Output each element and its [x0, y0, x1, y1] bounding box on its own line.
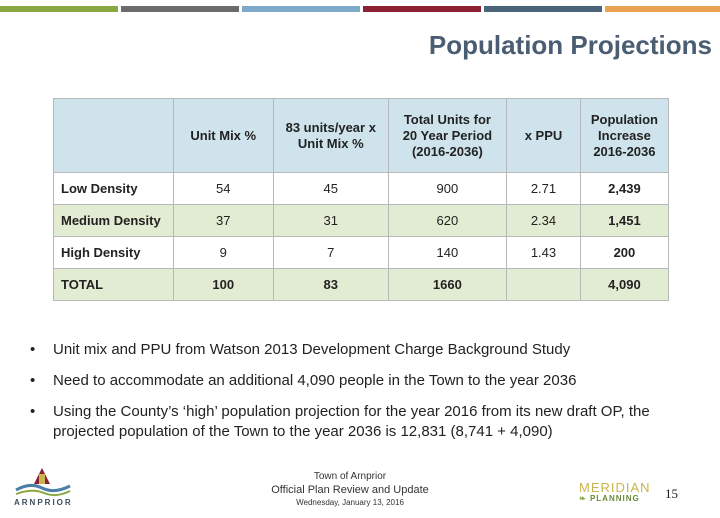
table-row: Medium Density 37 31 620 2.34 1,451 — [53, 204, 670, 237]
header-cell: Unit Mix % — [172, 98, 274, 173]
table-row: Low Density 54 45 900 2.71 2,439 — [53, 172, 670, 205]
footer-date: Wednesday, January 13, 2016 — [296, 498, 404, 507]
cell-unit-mix: 100 — [172, 268, 274, 301]
cell-units-year: 31 — [272, 204, 389, 237]
page-number: 15 — [665, 486, 678, 501]
meridian-logo-text: MERIDIAN — [579, 480, 651, 495]
top-bar-segment — [242, 6, 360, 12]
bullet-list: • Unit mix and PPU from Watson 2013 Deve… — [30, 340, 690, 453]
arnprior-logo: ARNPRIOR — [12, 462, 74, 510]
cell-total-units: 620 — [387, 204, 508, 237]
cell-increase: 200 — [579, 236, 670, 269]
header-cell: Total Units for 20 Year Period (2016-203… — [387, 98, 508, 173]
footer-info: Town of Arnprior Official Plan Review an… — [200, 471, 500, 507]
bullet-glyph: • — [30, 372, 36, 389]
header-cell: x PPU — [506, 98, 581, 173]
cell-unit-mix: 54 — [172, 172, 274, 205]
bullet-text: Need to accommodate an additional 4,090 … — [53, 372, 577, 389]
top-bar-segment — [0, 6, 118, 12]
cell-units-year: 83 — [272, 268, 389, 301]
cell-ppu: 1.43 — [506, 236, 581, 269]
top-bar-segment — [121, 6, 239, 12]
row-label: Low Density — [53, 172, 174, 205]
cell-units-year: 7 — [272, 236, 389, 269]
top-bar-segment — [484, 6, 602, 12]
cell-increase: 1,451 — [579, 204, 670, 237]
list-item: • Need to accommodate an additional 4,09… — [30, 371, 690, 391]
cell-ppu: 2.71 — [506, 172, 581, 205]
header-cell: Population Increase 2016-2036 — [579, 98, 670, 173]
planning-logo-text: ❧ PLANNING — [579, 494, 651, 503]
cell-ppu: 2.34 — [506, 204, 581, 237]
row-label: Medium Density — [53, 204, 174, 237]
planning-logo-word: PLANNING — [589, 494, 640, 503]
cell-increase: 4,090 — [579, 268, 670, 301]
top-bar-segment — [605, 6, 720, 12]
table-header-row: Unit Mix % 83 units/year x Unit Mix % To… — [53, 98, 670, 173]
cell-units-year: 45 — [272, 172, 389, 205]
footer-town: Town of Arnprior — [313, 471, 387, 482]
footer-project: Official Plan Review and Update — [271, 484, 429, 496]
bullet-glyph: • — [30, 403, 36, 420]
header-cell — [53, 98, 174, 173]
arnprior-logo-icon — [15, 468, 71, 497]
projections-table: Unit Mix % 83 units/year x Unit Mix % To… — [53, 98, 670, 301]
cell-unit-mix: 37 — [172, 204, 274, 237]
list-item: • Using the County’s ‘high’ population p… — [30, 402, 690, 442]
meridian-planning-logo: MERIDIAN ❧ PLANNING — [579, 480, 651, 503]
cell-increase: 2,439 — [579, 172, 670, 205]
table-row: High Density 9 7 140 1.43 200 — [53, 236, 670, 269]
top-color-bar — [0, 6, 720, 12]
cell-total-units: 1660 — [387, 268, 508, 301]
list-item: • Unit mix and PPU from Watson 2013 Deve… — [30, 340, 690, 360]
bullet-text: Using the County’s ‘high’ population pro… — [53, 403, 650, 440]
bullet-glyph: • — [30, 341, 36, 358]
header-cell: 83 units/year x Unit Mix % — [272, 98, 389, 173]
cell-ppu — [506, 268, 581, 301]
row-label: TOTAL — [53, 268, 174, 301]
cell-total-units: 140 — [387, 236, 508, 269]
row-label: High Density — [53, 236, 174, 269]
cell-total-units: 900 — [387, 172, 508, 205]
top-bar-segment — [363, 6, 481, 12]
table-row-total: TOTAL 100 83 1660 4,090 — [53, 268, 670, 301]
arnprior-logo-text: ARNPRIOR — [14, 498, 73, 507]
bullet-text: Unit mix and PPU from Watson 2013 Develo… — [53, 341, 571, 358]
slide-title: Population Projections — [428, 30, 712, 60]
cell-unit-mix: 9 — [172, 236, 274, 269]
planning-leaf-icon: ❧ — [579, 494, 587, 503]
